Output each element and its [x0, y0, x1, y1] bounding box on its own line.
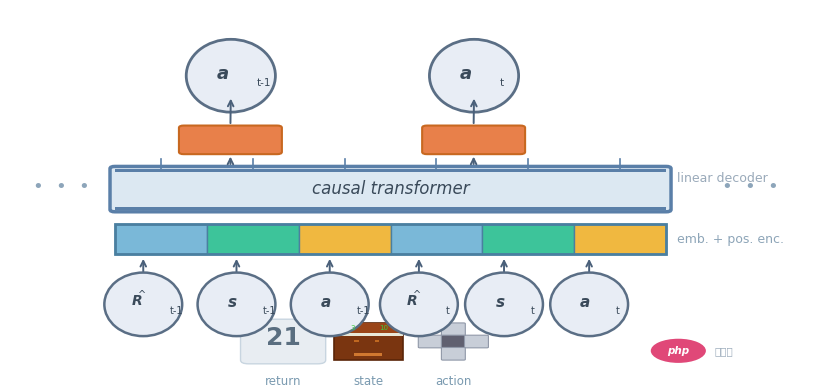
- FancyBboxPatch shape: [110, 166, 671, 212]
- Ellipse shape: [550, 273, 628, 336]
- Text: t-1: t-1: [170, 306, 183, 316]
- Ellipse shape: [430, 39, 518, 112]
- Ellipse shape: [465, 273, 543, 336]
- Text: t: t: [500, 78, 504, 88]
- Bar: [482, 224, 575, 254]
- Ellipse shape: [187, 39, 275, 112]
- Text: return: return: [265, 375, 302, 388]
- Bar: [298, 224, 390, 254]
- FancyBboxPatch shape: [442, 347, 465, 360]
- Text: t-1: t-1: [263, 306, 277, 316]
- Text: •: •: [721, 178, 733, 196]
- Text: a: a: [320, 295, 331, 310]
- Text: t: t: [446, 306, 450, 316]
- Text: state: state: [353, 375, 383, 388]
- Text: action: action: [435, 375, 472, 388]
- Ellipse shape: [650, 339, 706, 363]
- Bar: [334, 323, 403, 333]
- Text: emb. + pos. enc.: emb. + pos. enc.: [676, 233, 784, 246]
- Text: 中文网: 中文网: [715, 346, 734, 356]
- Text: t: t: [531, 306, 535, 316]
- Text: s: s: [228, 295, 237, 310]
- Text: •: •: [767, 178, 778, 196]
- Text: a: a: [460, 65, 472, 83]
- FancyBboxPatch shape: [442, 335, 465, 348]
- Bar: [115, 224, 666, 254]
- Text: ^: ^: [138, 290, 146, 300]
- FancyBboxPatch shape: [179, 126, 282, 154]
- Ellipse shape: [104, 273, 183, 336]
- Text: ^: ^: [413, 290, 421, 300]
- Text: •: •: [33, 178, 43, 196]
- Text: •: •: [744, 178, 755, 196]
- Bar: [207, 224, 298, 254]
- Ellipse shape: [291, 273, 368, 336]
- Bar: [390, 224, 482, 254]
- Bar: [334, 323, 403, 360]
- Text: causal transformer: causal transformer: [311, 180, 469, 198]
- Text: •: •: [78, 178, 89, 196]
- Ellipse shape: [380, 273, 458, 336]
- Text: linear decoder: linear decoder: [676, 172, 768, 186]
- Text: 10: 10: [379, 325, 388, 331]
- Text: t: t: [616, 306, 619, 316]
- FancyBboxPatch shape: [465, 335, 488, 348]
- Bar: [355, 340, 359, 342]
- Bar: [575, 224, 666, 254]
- FancyBboxPatch shape: [422, 126, 525, 154]
- FancyBboxPatch shape: [418, 335, 443, 348]
- Bar: [115, 224, 207, 254]
- FancyBboxPatch shape: [442, 323, 465, 336]
- Text: •: •: [55, 178, 66, 196]
- Text: R: R: [131, 294, 142, 308]
- Bar: [115, 207, 666, 210]
- Bar: [115, 169, 666, 172]
- Text: t-1: t-1: [257, 78, 271, 88]
- Text: php: php: [667, 346, 689, 356]
- FancyBboxPatch shape: [240, 319, 326, 364]
- Text: a: a: [217, 65, 229, 83]
- Bar: [375, 340, 379, 342]
- Text: R: R: [408, 294, 418, 308]
- Bar: [355, 354, 382, 356]
- Text: 21: 21: [266, 326, 301, 350]
- Ellipse shape: [197, 273, 275, 336]
- Text: t-1: t-1: [356, 306, 370, 316]
- Bar: [334, 333, 403, 336]
- Text: a: a: [580, 295, 590, 310]
- Text: s: s: [496, 295, 504, 310]
- Text: 3: 3: [350, 325, 355, 331]
